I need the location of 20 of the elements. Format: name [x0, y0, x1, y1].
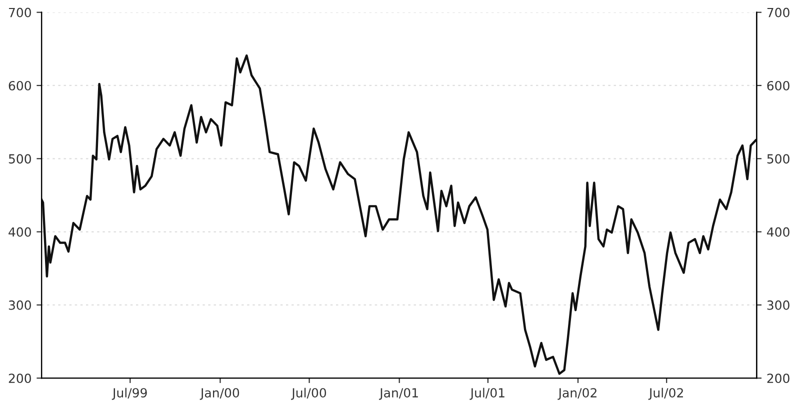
y2-tick-label: 500 [767, 154, 790, 164]
y2-tick-label: 200 [767, 374, 790, 384]
y-tick-label: 400 [8, 227, 31, 237]
y-tick-label: 200 [8, 374, 31, 384]
y2-tick-label: 300 [767, 300, 790, 310]
y2-tick-label: 600 [767, 80, 790, 90]
x-tick-label: Jul/99 [112, 388, 147, 400]
x-tick-label: Jul/00 [291, 388, 326, 400]
x-tick-label: Jan/01 [379, 388, 418, 400]
y-tick-label: 600 [8, 80, 31, 90]
x-tick-label: Jul/02 [648, 388, 683, 400]
y-tick-label: 700 [8, 8, 31, 18]
x-tick-label: Jan/00 [200, 388, 240, 400]
y2-tick-label: 700 [767, 8, 790, 18]
y-tick-label: 500 [8, 154, 31, 164]
y2-tick-label: 400 [766, 227, 790, 237]
x-tick-label: Jan/02 [558, 388, 596, 400]
x-tick-label: Jul/01 [470, 388, 504, 400]
y-tick-label: 300 [8, 300, 31, 310]
line-series [42, 54, 757, 375]
